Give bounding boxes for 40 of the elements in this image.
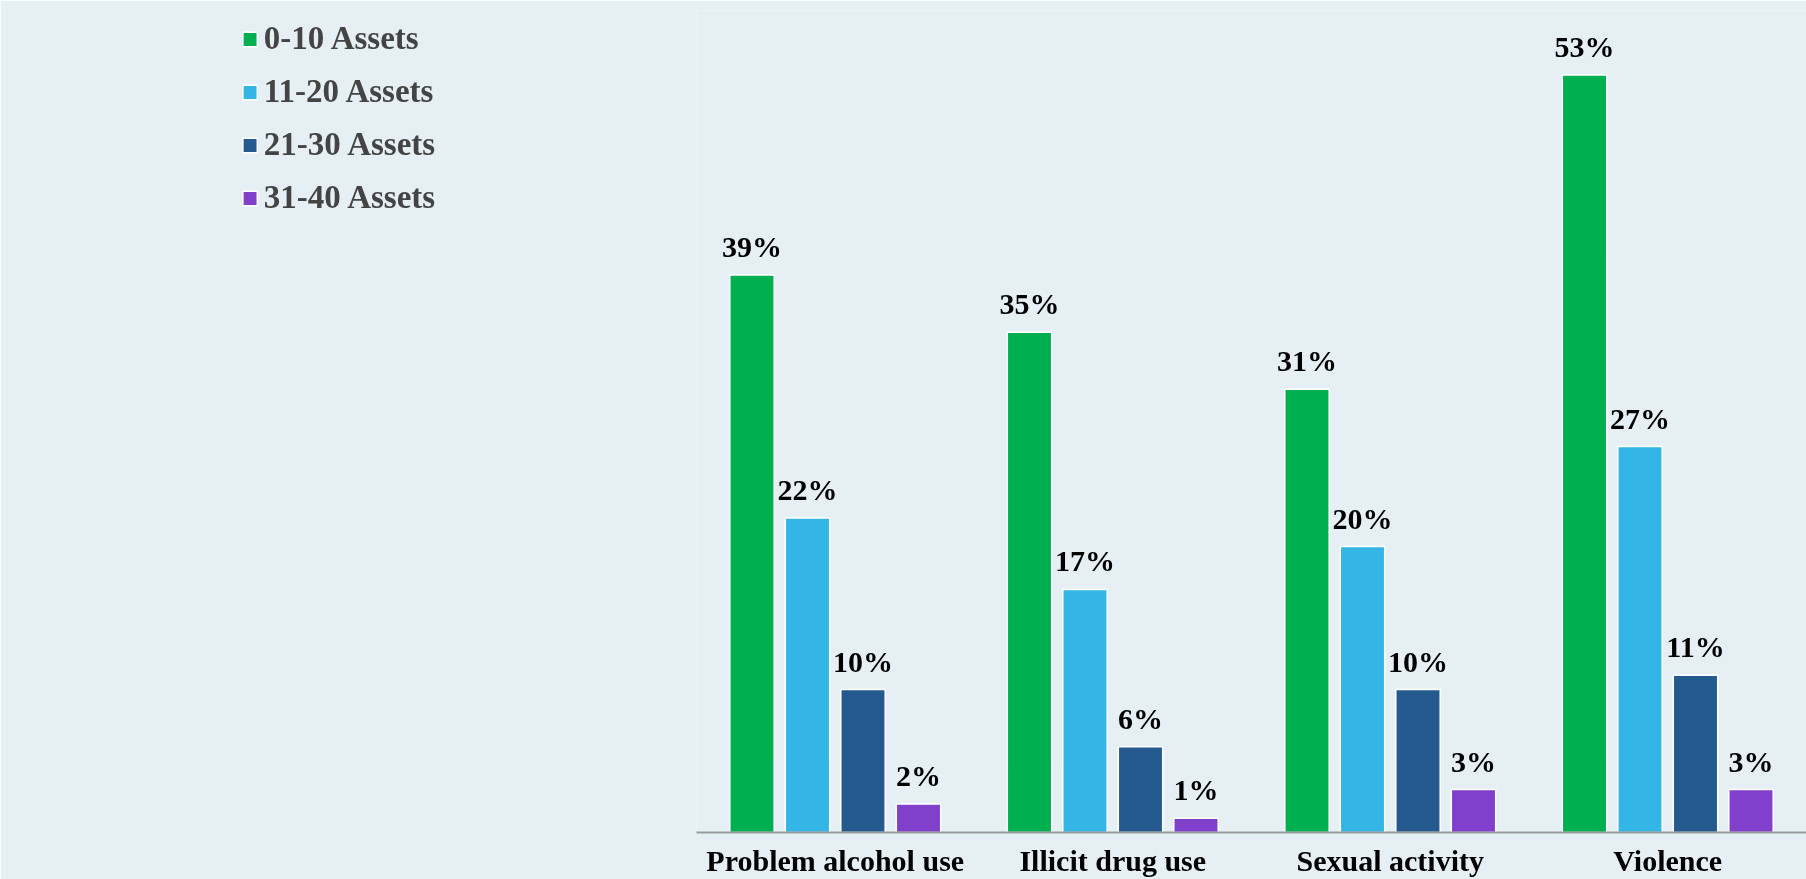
bar [895,803,942,833]
data-label: 3% [1451,744,1496,778]
bar [1006,331,1053,833]
bar [840,688,886,833]
bar [1728,788,1774,833]
bar [784,517,831,833]
data-label: 11% [1666,630,1725,664]
data-label: 27% [1610,401,1670,435]
data-label: 3% [1728,744,1774,778]
bar [1672,674,1719,833]
data-label: 17% [1055,544,1115,578]
data-label: 53% [1554,29,1615,63]
data-label: 20% [1332,501,1393,535]
bar [1173,817,1219,833]
bar [1284,388,1330,833]
bar [729,274,775,833]
data-label: 10% [1388,644,1448,678]
data-label: 39% [722,230,782,264]
x-tick-label: Illicit drug use [1019,843,1207,877]
bar [1339,545,1386,833]
bar [1561,74,1608,833]
x-tick-label: Violence [1613,843,1723,877]
data-label: 10% [833,644,893,678]
bar [1395,688,1441,833]
bar [1617,445,1663,833]
legend-label: 0-10 Assets [263,20,419,57]
bar [1450,788,1497,833]
legend-label: 21-30 Assets [263,126,436,163]
bar [1062,588,1108,833]
data-label: 1% [1173,773,1219,807]
data-label: 22% [777,473,838,507]
data-label: 35% [999,287,1060,321]
data-label: 2% [896,758,941,792]
data-label: 6% [1118,701,1163,735]
x-tick-label: Problem alcohol use [706,843,965,877]
legend-label: 31-40 Assets [263,179,436,216]
bar [1117,745,1164,833]
x-tick-label: Sexual activity [1296,843,1485,877]
legend-label: 11-20 Assets [263,73,434,110]
data-label: 31% [1277,344,1337,378]
